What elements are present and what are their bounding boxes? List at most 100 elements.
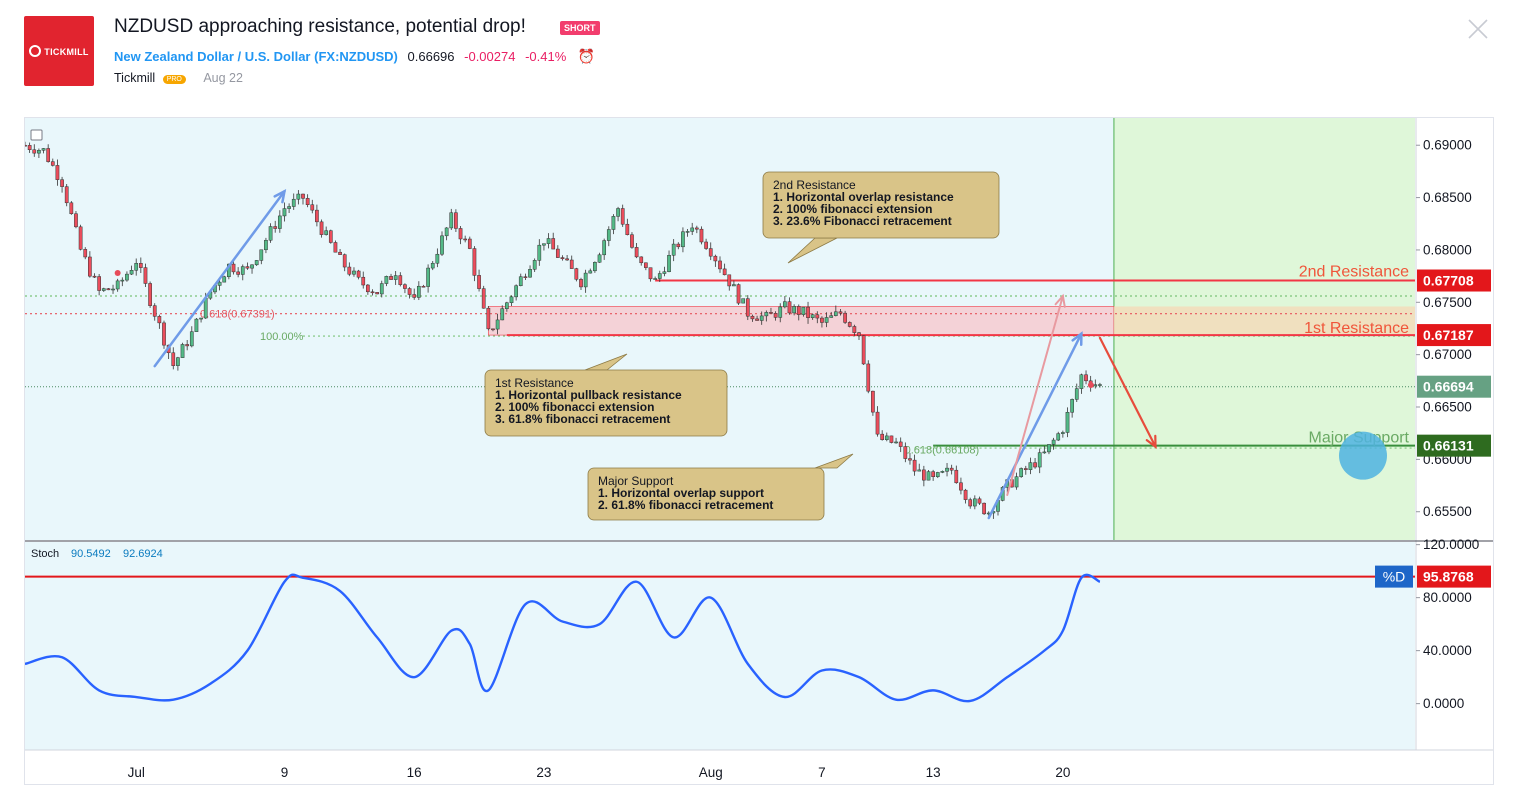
candle [32,144,37,157]
candle [245,262,250,270]
candle [769,307,773,314]
candle [393,270,398,285]
candle [741,298,746,304]
candle [157,314,162,329]
candle [708,242,713,261]
candle-body [342,254,347,268]
candle [231,261,236,275]
candle-body [97,276,101,291]
candle-body [722,268,727,276]
cursor-highlight[interactable] [1339,431,1387,480]
projected-drop-arrow-head [1145,434,1157,450]
candle [634,243,639,259]
stoch-tick-label: 80.0000 [1423,590,1472,605]
alarm-clock-icon[interactable]: ⏰ [577,48,596,64]
chart-container[interactable]: 0.618(0.67391) 100.00% 0.618(0.66108) 2nd R… [23,117,1494,785]
candle-body [23,144,27,147]
impulse-leg-arrow-shaft [153,190,286,368]
callout-line: 2. 61.8% fibonacci retracement [598,498,773,512]
candle [704,238,708,251]
candle-body [694,227,699,230]
symbol-name-link[interactable]: New Zealand Dollar / U.S. Dollar [114,49,311,64]
candle [259,249,264,265]
candle [46,144,51,163]
candle [41,148,46,154]
candle-body [176,357,180,366]
candle-body [222,276,227,283]
candle [1023,465,1028,475]
symbol-change-pct: -0.41% [525,49,567,64]
candle-body [430,262,435,269]
candle-body [264,239,268,251]
candle [880,430,885,441]
candle-body [296,193,301,200]
candle [783,296,787,309]
candle-body [616,208,620,217]
candle [333,240,338,253]
candle [301,193,305,205]
candle [83,247,88,260]
candle-body [1074,388,1079,400]
callout-tail [814,453,854,469]
price-chart[interactable]: 0.618(0.67391) 100.00% 0.618(0.66108) 2nd R… [23,118,1493,784]
candle-body [217,281,222,286]
candle [667,250,671,273]
candle [931,469,935,481]
candle-body [945,467,949,472]
candle [954,465,959,484]
candle [463,235,468,243]
candle [796,304,801,321]
candle-body [922,469,926,481]
candle [949,464,954,475]
candle-body [101,288,106,291]
candle [125,271,129,282]
candle-body [407,288,412,295]
candle [88,251,92,278]
candle-body [579,279,583,288]
author-logo[interactable]: TICKMILL [24,16,94,86]
callout-box [484,369,728,437]
candle [472,246,477,282]
stoch-value-tag-text: 95.8768 [1423,569,1474,585]
candle-body [259,249,264,261]
logo-text: TICKMILL [44,47,89,57]
time-tick-label: 16 [407,765,422,780]
close-icon[interactable] [1466,17,1490,41]
candle-body [366,284,370,293]
candle [820,316,824,328]
candle-body [403,284,407,289]
first-resistance-price-tag: 0.67187 [1417,324,1491,347]
callout-line: 2. 100% fibonacci extension [773,202,932,216]
candle [732,280,736,287]
second-resistance-price-tag-bg [1417,269,1491,292]
collapse-pane-icon[interactable] [30,129,43,141]
candle [361,271,366,289]
candle [982,502,986,515]
candle [866,360,871,394]
candle [356,269,361,280]
candle [111,284,115,294]
candle-body [838,311,843,314]
candle-body [370,291,375,294]
stoch-pane-background [25,542,1415,750]
candle-body [477,275,481,289]
candle [718,256,722,273]
candle-body [745,298,750,317]
candle-body [171,352,176,366]
candle [625,218,630,236]
candle [722,263,727,276]
candle [657,270,662,282]
candle [505,301,509,312]
callout-box [587,467,825,521]
candle [801,306,806,317]
candle [222,275,227,283]
callout-line: 1. Horizontal pullback resistance [495,388,682,402]
author-name-link[interactable]: Tickmill [114,71,156,85]
candle-body [338,251,342,255]
candle-body [347,266,352,275]
candle-body [565,258,569,261]
symbol-ticker-link[interactable]: (FX:NZDUSD) [314,49,398,64]
